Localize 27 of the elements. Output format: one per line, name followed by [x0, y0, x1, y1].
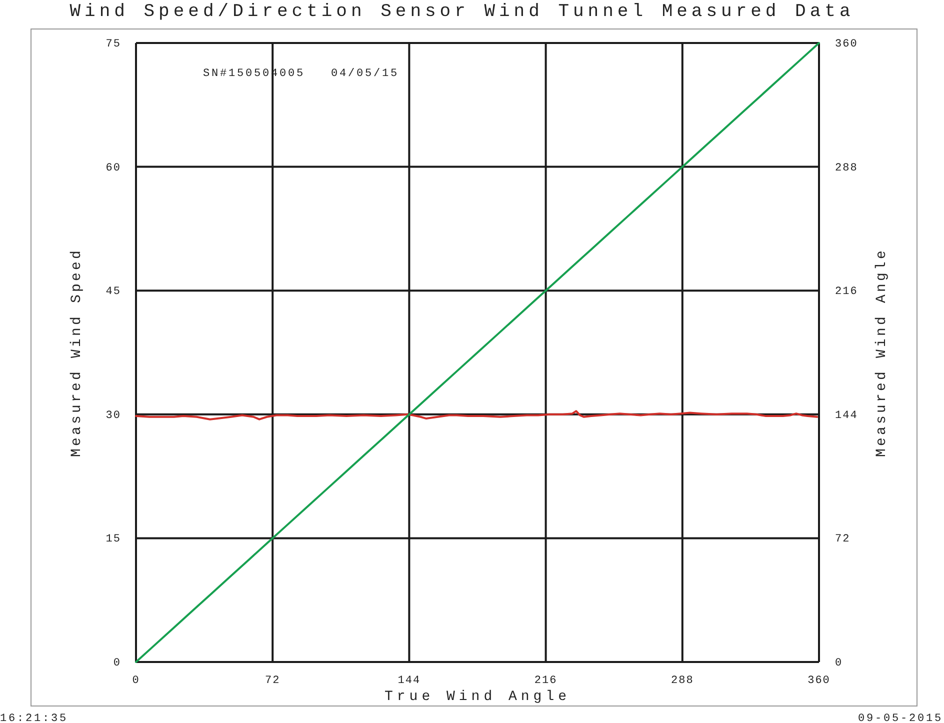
x-tick-label: 72 [265, 674, 280, 687]
y-tick-label: 30 [106, 410, 121, 422]
x-tick-label: 144 [398, 674, 421, 687]
annotation: 04/05/15 [331, 68, 400, 80]
y2-tick-label: 72 [835, 534, 850, 546]
chart-title: Wind Speed/Direction Sensor Wind Tunnel Measured Data [70, 2, 854, 22]
y-tick-label: 15 [106, 534, 121, 546]
y-tick-label: 60 [106, 162, 121, 174]
x-tick-label: 216 [534, 674, 558, 687]
y2-tick-label: 0 [835, 658, 843, 670]
y2-axis-title: Measured Wind Angle [874, 248, 890, 458]
y2-tick-label: 144 [835, 410, 858, 422]
x-axis-title: True Wind Angle [384, 689, 571, 705]
y-tick-label: 45 [106, 286, 121, 298]
y-axis-title: Measured Wind Speed [69, 248, 85, 458]
y2-tick-label: 360 [835, 38, 858, 51]
x-tick-label: 360 [808, 674, 830, 687]
x-tick-label: 0 [132, 674, 140, 687]
y-tick-label: 0 [113, 658, 121, 670]
line-series [135, 42, 820, 663]
y2-tick-label: 216 [835, 286, 858, 298]
text: 16:21:35 [0, 713, 68, 723]
y2-tick-label: 288 [835, 162, 858, 174]
text: 09-05-2015 [858, 713, 943, 723]
y-tick-label: 75 [106, 38, 121, 51]
line-series [135, 410, 818, 420]
x-tick-label: 288 [670, 674, 694, 687]
